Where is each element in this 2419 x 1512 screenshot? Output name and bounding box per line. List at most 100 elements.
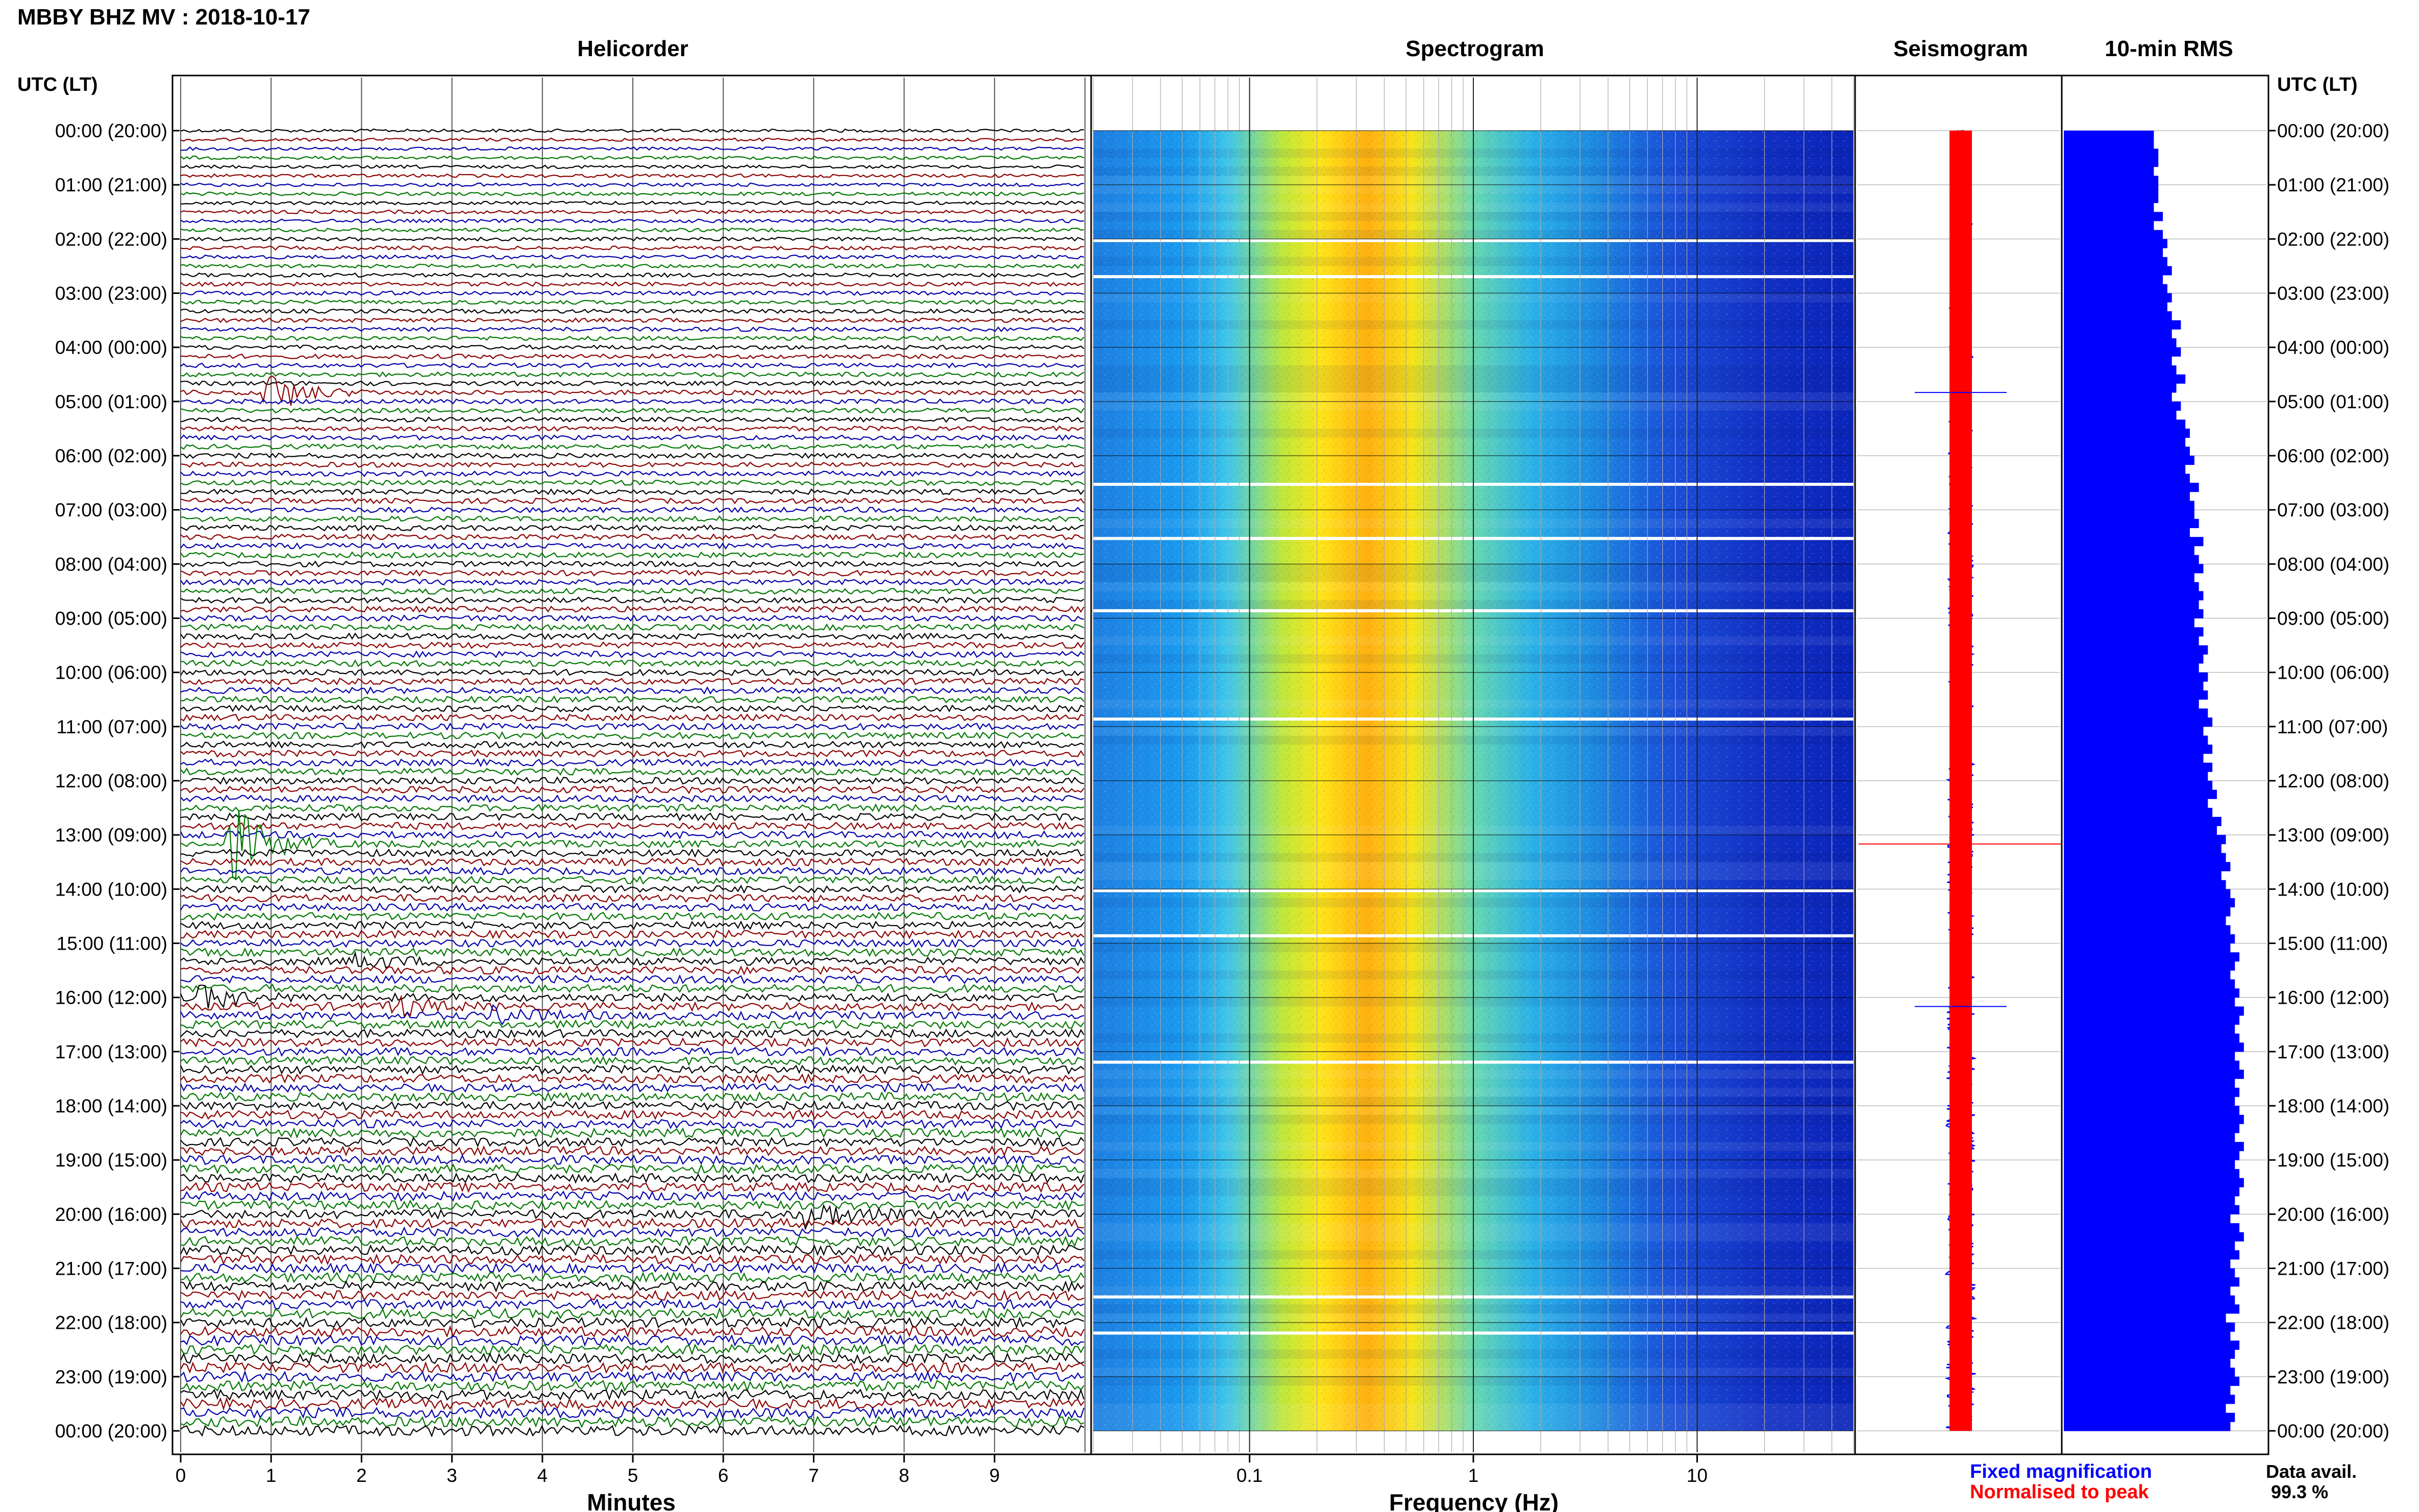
spectrogram-title: Spectrogram (1405, 36, 1544, 61)
time-tick-label: 11:00 (07:00) (2277, 716, 2388, 737)
rms-bar (2064, 609, 2204, 618)
time-tick-label: 02:00 (22:00) (2277, 229, 2389, 250)
helicorder-frame (171, 75, 1092, 1455)
rms-bar (2064, 1313, 2226, 1323)
time-tick-label: 05:00 (01:00) (2277, 391, 2389, 412)
rms-bar (2064, 862, 2231, 872)
time-tick-label: 09:00 (05:00) (55, 608, 167, 629)
rms-bar (2064, 925, 2231, 935)
helicorder-trace-line (180, 524, 1084, 532)
minute-tick-label: 3 (447, 1465, 457, 1486)
rms-bar (2064, 1160, 2235, 1170)
rms-panel (2061, 75, 2269, 1455)
helicorder-trace-line (180, 416, 1084, 423)
helicorder-trace-line (180, 758, 1084, 767)
rms-bar (2064, 853, 2226, 862)
helicorder-trace-line (180, 371, 1084, 378)
rms-bar (2064, 1403, 2226, 1414)
rms-bar (2064, 501, 2194, 510)
rms-bar (2064, 1151, 2240, 1160)
helicorder-trace-line (180, 1199, 1084, 1211)
helicorder-trace-line (180, 902, 1084, 912)
rms-bar (2064, 726, 2204, 736)
helicorder-trace-line (180, 236, 1084, 242)
spectrogram-panel (1090, 75, 1856, 1455)
helicorder-trace-line (180, 597, 1084, 604)
helicorder-trace-line (180, 1046, 1084, 1057)
rms-bar (2064, 699, 2199, 709)
rms-bar (2064, 1087, 2240, 1097)
helicorder-trace-line (180, 1253, 1084, 1266)
time-tick-label: 07:00 (03:00) (55, 500, 167, 520)
helicorder-trace-line (180, 425, 1084, 432)
rms-bar (2064, 591, 2204, 601)
helicorder-trace-line (180, 254, 1084, 260)
rms-bar (2064, 193, 2159, 203)
helicorder-trace-line (180, 1163, 1084, 1175)
time-tick-label: 10:00 (06:00) (2277, 662, 2389, 683)
helicorder-trace-line (180, 1127, 1084, 1139)
time-tick-label: 06:00 (02:00) (2277, 445, 2389, 466)
data-availability-label: Data avail. (2266, 1461, 2357, 1482)
rms-bar (2064, 555, 2199, 564)
rms-bar (2064, 248, 2163, 258)
helicorder-x-axis: 0 1 2 3 4 5 6 7 8 9 (176, 1454, 1000, 1486)
rms-bar (2064, 518, 2199, 528)
helicorder-trace-line (180, 938, 1084, 948)
rms-bar (2064, 1187, 2240, 1197)
rms-bar (2064, 293, 2172, 303)
helicorder-trace-line (180, 461, 1084, 468)
rms-bar (2064, 826, 2217, 835)
time-tick-label: 04:00 (00:00) (2277, 337, 2389, 358)
time-tick-label: 08:00 (04:00) (2277, 554, 2389, 575)
helicorder-trace-line (180, 875, 1084, 885)
rms-bar (2064, 871, 2221, 881)
rms-bar (2064, 383, 2177, 393)
helicorder-trace-line (180, 137, 1084, 142)
helicorder-trace-line (180, 407, 1084, 414)
rms-bar (2064, 916, 2226, 926)
rms-bar (2064, 943, 2231, 953)
helicorder-trace-line (180, 994, 1084, 1018)
rms-bar (2064, 447, 2190, 456)
rms-bar (2064, 456, 2194, 465)
time-tick-label: 13:00 (09:00) (2277, 825, 2389, 846)
time-tick-label: 07:00 (03:00) (2277, 500, 2389, 520)
helicorder-trace-line (180, 1397, 1084, 1411)
rms-bar (2064, 302, 2167, 312)
rms-bar (2064, 961, 2235, 971)
helicorder-trace-line (180, 740, 1084, 749)
helicorder-trace-line (180, 1019, 1084, 1030)
rms-bar (2064, 510, 2194, 519)
rms-bar (2064, 185, 2159, 194)
rms-bar (2064, 907, 2231, 916)
rms-bar (2064, 1331, 2231, 1341)
rms-bar (2064, 158, 2159, 167)
rms-bar (2064, 1368, 2235, 1377)
rms-bar (2064, 1422, 2231, 1431)
rms-bar (2064, 166, 2154, 176)
rms-bar (2064, 582, 2199, 591)
helicorder-trace-line (180, 335, 1084, 341)
rms-bar (2064, 708, 2208, 718)
page-title: MBBY BHZ MV : 2018-10-17 (17, 5, 310, 30)
rms-bar (2064, 1024, 2235, 1034)
rms-bar (2064, 311, 2172, 320)
rms-bar (2064, 464, 2186, 474)
helicorder-trace-line (180, 641, 1084, 650)
frequency-tick-label: 0.1 (1237, 1465, 1263, 1486)
rms-bar (2064, 212, 2163, 221)
rms-bar (2064, 239, 2167, 249)
time-tick-label: 00:00 (20:00) (55, 120, 167, 141)
rms-bar (2064, 392, 2172, 402)
time-tick-label: 05:00 (01:00) (55, 391, 167, 412)
time-tick-label: 20:00 (16:00) (2277, 1204, 2389, 1225)
rms-bar (2064, 491, 2190, 501)
rms-bar (2064, 1070, 2244, 1079)
helicorder-trace-line (180, 1271, 1084, 1283)
helicorder-trace-line (180, 1262, 1084, 1274)
helicorder-trace-line (180, 605, 1084, 613)
seismogram-trace (1859, 130, 2063, 1431)
time-tick-label: 06:00 (02:00) (55, 445, 167, 466)
helicorder-trace-line (180, 1217, 1084, 1229)
